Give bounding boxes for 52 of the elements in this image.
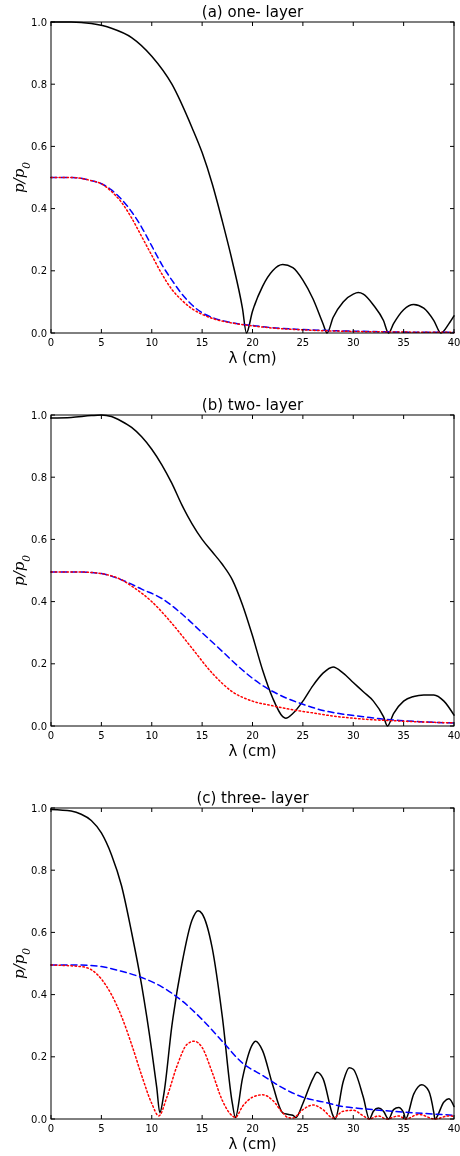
x-tick-label: 5 xyxy=(98,337,105,348)
y-tick-label: 0.6 xyxy=(31,140,47,152)
y-tick-label: 0.2 xyxy=(31,265,47,277)
x-tick-label: 10 xyxy=(145,337,159,348)
y-tick-label: 0.0 xyxy=(31,720,47,732)
x-tick-label: 15 xyxy=(195,730,209,741)
x-tick-label: 35 xyxy=(397,337,410,348)
x-tick-label: 0 xyxy=(47,730,55,741)
x-axis-title: λ (cm) xyxy=(228,1135,277,1153)
x-tick-label: 40 xyxy=(447,730,460,741)
x-tick-label: 20 xyxy=(246,337,259,348)
x-axis-title: λ (cm) xyxy=(228,349,277,367)
y-tick-label: 1.0 xyxy=(31,16,47,28)
x-tick-label: 10 xyxy=(145,730,159,741)
x-tick-label: 35 xyxy=(397,1123,410,1134)
chart-title: (b) two- layer xyxy=(201,396,305,414)
x-axis-title: λ (cm) xyxy=(228,742,277,760)
x-tick-label: 0 xyxy=(47,1123,55,1134)
chart-title: (a) one- layer xyxy=(201,3,305,21)
x-tick-label: 35 xyxy=(397,730,410,741)
chart-title: (c) three- layer xyxy=(196,789,310,807)
x-tick-label: 20 xyxy=(246,730,259,741)
x-tick-label: 25 xyxy=(296,730,310,741)
x-tick-label: 5 xyxy=(98,1123,105,1134)
x-tick-label: 5 xyxy=(98,730,105,741)
y-tick-label: 1.0 xyxy=(31,409,47,421)
y-tick-label: 0.4 xyxy=(31,596,47,608)
x-tick-label: 30 xyxy=(346,730,360,741)
x-tick-label: 25 xyxy=(296,1123,310,1134)
x-tick-label: 0 xyxy=(47,337,55,348)
y-tick-label: 0.6 xyxy=(31,533,47,545)
y-tick-label: 0.4 xyxy=(31,989,47,1001)
x-tick-label: 30 xyxy=(346,1123,360,1134)
x-tick-label: 40 xyxy=(447,337,460,348)
line-series xyxy=(50,571,455,724)
y-tick-label: 0.8 xyxy=(31,471,47,483)
x-tick-label: 20 xyxy=(246,1123,259,1134)
y-tick-label: 0.8 xyxy=(31,78,47,90)
x-tick-label: 15 xyxy=(195,337,209,348)
x-tick-label: 25 xyxy=(296,337,310,348)
y-tick-label: 1.0 xyxy=(31,802,47,814)
x-tick-label: 40 xyxy=(447,1123,460,1134)
y-tick-label: 0.2 xyxy=(31,658,47,670)
y-tick-label: 0.8 xyxy=(31,864,47,876)
y-tick-label: 0.4 xyxy=(31,203,47,215)
y-tick-label: 0.6 xyxy=(31,926,47,938)
y-tick-label: 0.2 xyxy=(31,1051,47,1063)
x-tick-label: 15 xyxy=(195,1123,209,1134)
x-tick-label: 30 xyxy=(346,337,360,348)
y-tick-label: 0.0 xyxy=(31,327,47,339)
x-tick-label: 10 xyxy=(145,1123,159,1134)
y-tick-label: 0.0 xyxy=(31,1113,47,1125)
